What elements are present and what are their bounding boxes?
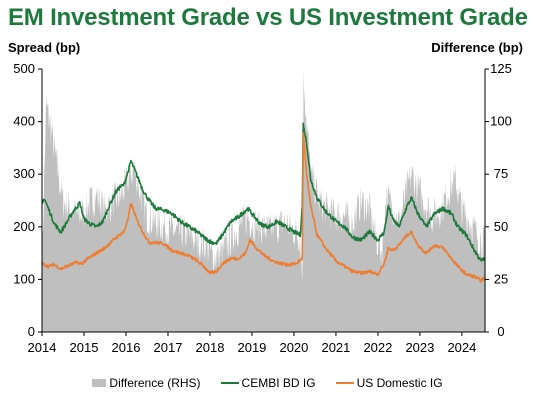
legend-item-cembi: CEMBI BD IG xyxy=(220,376,316,390)
x-tick-label: 2023 xyxy=(405,340,434,355)
x-tick-label: 2020 xyxy=(279,340,308,355)
chart-title: EM Investment Grade vs US Investment Gra… xyxy=(8,4,528,31)
x-tick-label: 2024 xyxy=(447,340,476,355)
x-tick-label: 2022 xyxy=(363,340,392,355)
difference-area xyxy=(42,69,485,332)
legend-item-us-ig: US Domestic IG xyxy=(335,376,443,390)
left-tick-label: 500 xyxy=(13,61,35,76)
left-axis-title: Spread (bp) xyxy=(8,40,81,55)
x-tick-label: 2014 xyxy=(28,340,57,355)
right-tick-label: 125 xyxy=(490,61,512,76)
x-tick-label: 2019 xyxy=(237,340,266,355)
legend-swatch-difference xyxy=(92,379,107,387)
us-ig-line xyxy=(41,132,486,283)
cembi-line xyxy=(41,122,486,262)
right-tick-label: 0 xyxy=(497,324,504,339)
x-tick-label: 2018 xyxy=(196,340,225,355)
right-axis-title: Difference (bp) xyxy=(431,40,523,55)
right-tick-label: 25 xyxy=(494,271,508,286)
x-tick-label: 2015 xyxy=(70,340,99,355)
chart-plot: 0 100 200 300 400 500 0 25 50 75 100 125 2014 2015 201… xyxy=(13,61,512,355)
legend-swatch-us-ig xyxy=(335,382,354,384)
left-tick-label: 200 xyxy=(13,219,35,234)
x-tick-label: 2017 xyxy=(154,340,183,355)
chart-legend: Difference (RHS) CEMBI BD IG US Domestic… xyxy=(0,376,535,390)
left-tick-label: 400 xyxy=(13,114,35,129)
right-tick-label: 75 xyxy=(494,166,508,181)
right-tick-label: 50 xyxy=(494,219,508,234)
legend-label-cembi: CEMBI BD IG xyxy=(241,376,316,390)
left-tick-label: 0 xyxy=(28,324,35,339)
x-tick-label: 2016 xyxy=(112,340,141,355)
x-tick-label: 2021 xyxy=(321,340,350,355)
left-tick-label: 300 xyxy=(13,166,35,181)
left-tick-label: 100 xyxy=(13,271,35,286)
legend-item-difference: Difference (RHS) xyxy=(92,376,201,390)
legend-swatch-cembi xyxy=(220,382,239,384)
legend-label-difference: Difference (RHS) xyxy=(109,376,201,390)
right-tick-label: 100 xyxy=(490,114,512,129)
legend-label-us-ig: US Domestic IG xyxy=(356,376,443,390)
